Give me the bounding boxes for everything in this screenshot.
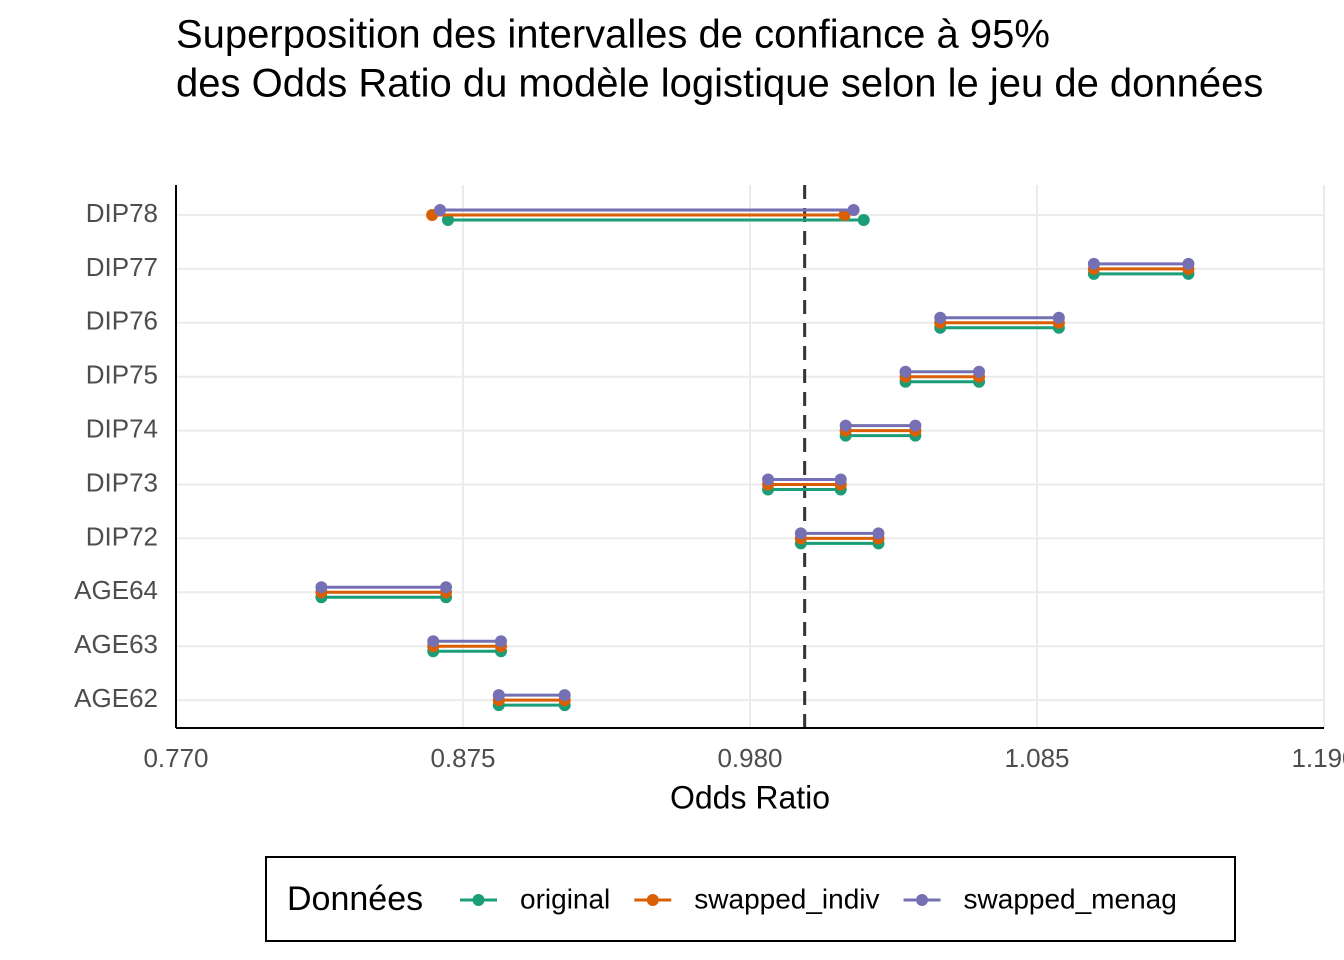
- interval-low: [762, 473, 775, 486]
- legend-box: [265, 856, 1236, 942]
- y-tick-label: DIP74: [86, 413, 158, 443]
- legend-key: [646, 894, 659, 906]
- legend-label: original: [520, 883, 610, 914]
- y-tick-label: DIP77: [86, 252, 158, 282]
- y-tick-label: DIP78: [86, 198, 158, 228]
- x-tick-label: 0.980: [717, 743, 782, 773]
- interval-high: [1052, 311, 1065, 324]
- interval-high: [973, 365, 986, 378]
- interval-high: [1182, 257, 1195, 270]
- y-tick-label: DIP72: [86, 521, 158, 551]
- legend-key: [916, 894, 929, 906]
- interval-high: [909, 419, 922, 432]
- y-tick-label: DIP75: [86, 360, 158, 390]
- interval-high: [834, 473, 847, 486]
- interval-high: [872, 527, 885, 540]
- interval-high: [857, 214, 870, 226]
- interval-low: [1087, 257, 1100, 270]
- x-axis-title: Odds Ratio: [670, 779, 830, 815]
- y-tick-label: DIP73: [86, 467, 158, 497]
- legend-title: Données: [287, 880, 423, 918]
- x-tick-label: 0.875: [430, 743, 495, 773]
- interval-low: [899, 365, 912, 378]
- interval-low: [839, 419, 852, 432]
- interval-low: [492, 689, 505, 702]
- legend-label: swapped_indiv: [694, 883, 879, 914]
- interval-high: [558, 689, 571, 702]
- interval-low: [441, 214, 454, 226]
- y-tick-label: AGE63: [74, 629, 158, 659]
- interval-low: [934, 311, 947, 324]
- x-tick-label: 0.770: [143, 743, 208, 773]
- interval-low: [427, 635, 440, 648]
- interval-low: [315, 581, 328, 594]
- y-tick-label: DIP76: [86, 306, 158, 336]
- x-tick-label: 1.190: [1291, 743, 1344, 773]
- legend-key: [472, 894, 485, 906]
- chart-title: Superposition des intervalles de confian…: [176, 13, 1050, 57]
- interval-high: [847, 204, 860, 216]
- legend-label: swapped_menag: [964, 883, 1177, 914]
- y-tick-label: AGE64: [74, 575, 158, 605]
- interval-high: [494, 635, 507, 648]
- chart-title: des Odds Ratio du modèle logistique selo…: [176, 62, 1263, 106]
- y-tick-label: AGE62: [74, 683, 158, 713]
- interval-low: [434, 204, 447, 216]
- x-tick-label: 1.085: [1004, 743, 1069, 773]
- interval-high: [838, 209, 851, 221]
- interval-low: [794, 527, 807, 540]
- interval-high: [440, 581, 453, 594]
